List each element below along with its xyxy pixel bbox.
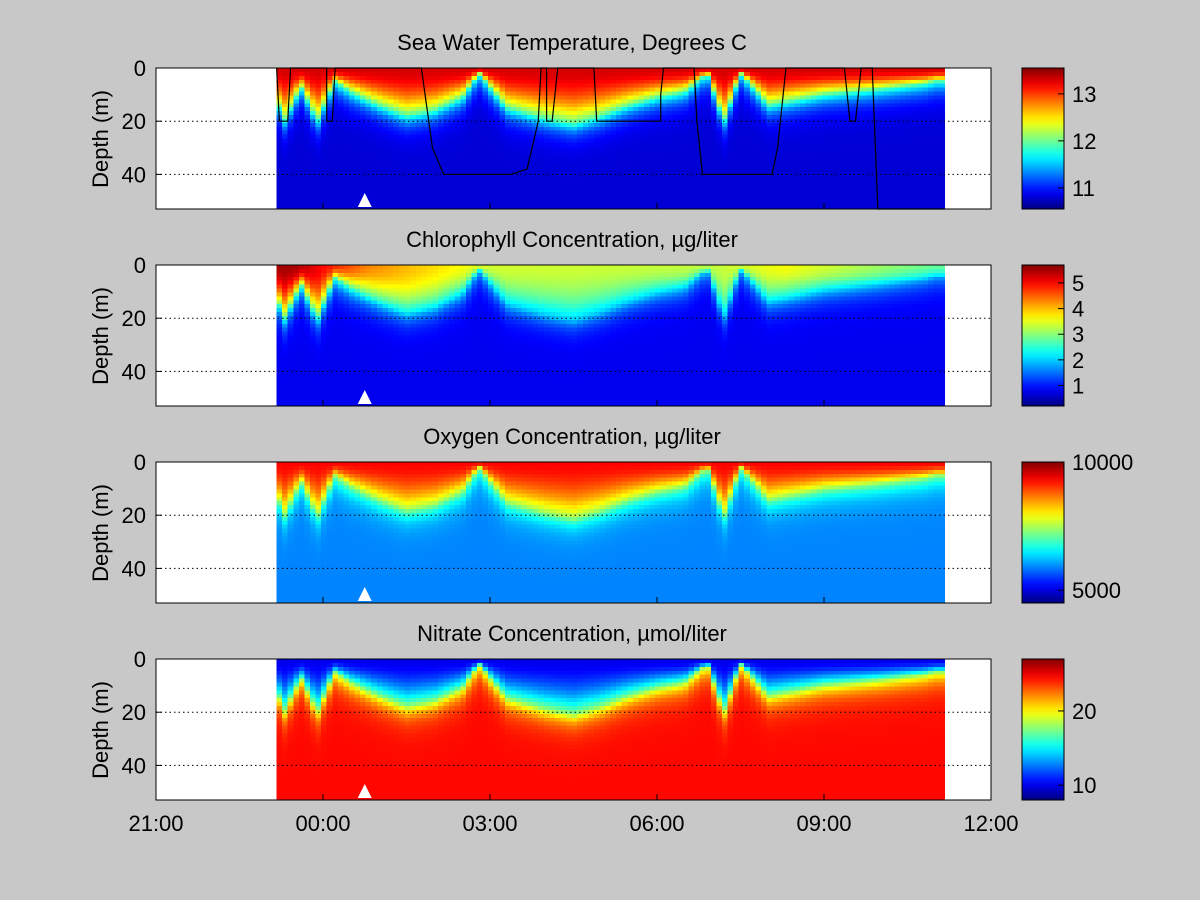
colorbar-tick-label: 2	[1072, 348, 1084, 373]
colorbar-tick-label: 3	[1072, 322, 1084, 347]
panel-title: Nitrate Concentration, µmol/liter	[417, 621, 727, 646]
y-tick-label: 0	[134, 647, 146, 672]
colorbar-tick-label: 10	[1072, 773, 1096, 798]
y-tick-label: 20	[122, 109, 146, 134]
marker-triangle	[357, 193, 372, 207]
colorbar-tick-label: 13	[1072, 82, 1096, 107]
y-tick-label: 20	[122, 503, 146, 528]
colorbar-tick-label: 4	[1072, 297, 1084, 322]
x-tick-label: 12:00	[963, 811, 1018, 836]
y-axis-label: Depth (m)	[88, 484, 113, 582]
colorbar-tick-label: 5	[1072, 271, 1084, 296]
x-tick-label: 09:00	[796, 811, 851, 836]
y-tick-label: 0	[134, 253, 146, 278]
y-tick-label: 40	[122, 556, 146, 581]
y-tick-label: 20	[122, 700, 146, 725]
panel-title: Sea Water Temperature, Degrees C	[397, 30, 747, 55]
y-axis-label: Depth (m)	[88, 90, 113, 188]
chlorophyll-panel: Chlorophyll Concentration, µg/liter Dept…	[88, 227, 1084, 407]
colorbar-tick-label: 5000	[1072, 578, 1121, 603]
y-tick-label: 0	[134, 56, 146, 81]
marker-triangle	[357, 390, 372, 404]
y-tick-label: 40	[122, 162, 146, 187]
heatmap-field	[276, 68, 946, 210]
heatmap-field	[276, 659, 946, 801]
axes-frame	[155, 67, 992, 210]
axes-frame	[155, 658, 992, 801]
colorbar-tick-label: 20	[1072, 699, 1096, 724]
axes-frame	[155, 461, 992, 604]
colorbar	[1021, 461, 1065, 604]
x-tick-label: 21:00	[128, 811, 183, 836]
y-axis-label: Depth (m)	[88, 681, 113, 779]
colorbar	[1021, 264, 1065, 407]
colorbar	[1021, 658, 1065, 801]
colorbar-tick-label: 11	[1072, 176, 1095, 201]
marker-triangle	[357, 784, 372, 798]
axes-frame	[155, 264, 992, 407]
x-tick-label: 00:00	[295, 811, 350, 836]
x-axis-ticks: 21:00 00:00 03:00 06:00 09:00 12:00	[128, 811, 1018, 836]
y-tick-label: 40	[122, 753, 146, 778]
panel-title: Chlorophyll Concentration, µg/liter	[406, 227, 738, 252]
temperature-panel: Sea Water Temperature, Degrees C Depth (…	[88, 30, 1096, 210]
y-tick-label: 0	[134, 450, 146, 475]
colorbar	[1021, 67, 1065, 210]
nitrate-panel: Nitrate Concentration, µmol/liter Depth …	[88, 621, 1096, 801]
oxygen-panel: Oxygen Concentration, µg/liter Depth (m)…	[88, 424, 1133, 604]
panel-title: Oxygen Concentration, µg/liter	[423, 424, 721, 449]
marker-triangle	[357, 587, 372, 601]
heatmap-field	[276, 462, 946, 604]
colorbar-tick-label: 10000	[1072, 450, 1133, 475]
heatmap-field	[276, 265, 946, 407]
colorbar-tick-label: 1	[1072, 373, 1084, 398]
y-tick-label: 20	[122, 306, 146, 331]
y-axis-label: Depth (m)	[88, 287, 113, 385]
y-tick-label: 40	[122, 359, 146, 384]
x-tick-label: 06:00	[629, 811, 684, 836]
x-tick-label: 03:00	[462, 811, 517, 836]
colorbar-tick-label: 12	[1072, 129, 1096, 154]
